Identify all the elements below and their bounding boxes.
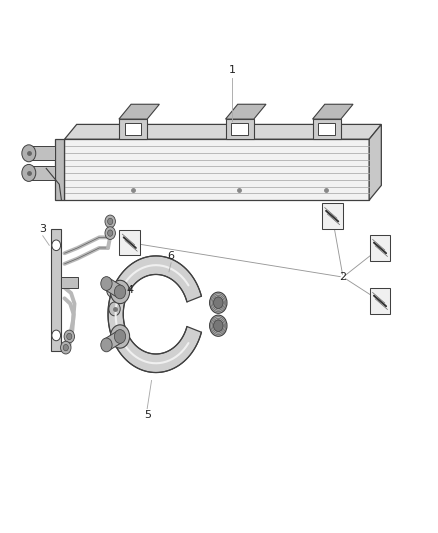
Polygon shape <box>61 277 78 288</box>
Circle shape <box>213 320 223 332</box>
Circle shape <box>101 338 112 352</box>
Circle shape <box>108 230 113 236</box>
Bar <box>231 123 248 135</box>
Circle shape <box>22 145 36 162</box>
Bar <box>318 123 335 135</box>
Polygon shape <box>55 139 64 200</box>
Text: 1: 1 <box>229 66 236 75</box>
Bar <box>370 288 391 314</box>
Text: 3: 3 <box>39 224 46 235</box>
Text: 4: 4 <box>126 285 133 295</box>
Polygon shape <box>226 119 254 139</box>
Polygon shape <box>51 229 61 351</box>
Circle shape <box>52 240 60 251</box>
Circle shape <box>114 285 126 299</box>
Circle shape <box>107 284 118 297</box>
Text: 2: 2 <box>339 272 346 282</box>
Polygon shape <box>29 146 55 160</box>
Polygon shape <box>369 124 381 200</box>
Text: 5: 5 <box>144 410 151 420</box>
Circle shape <box>101 277 112 290</box>
Polygon shape <box>313 119 341 139</box>
Bar <box>370 235 391 261</box>
Circle shape <box>60 341 71 354</box>
Bar <box>322 204 343 229</box>
Circle shape <box>109 302 120 316</box>
Polygon shape <box>119 119 147 139</box>
Circle shape <box>210 292 227 313</box>
Circle shape <box>52 330 60 341</box>
Circle shape <box>110 325 130 348</box>
Text: 6: 6 <box>168 251 175 261</box>
Polygon shape <box>29 166 55 180</box>
Polygon shape <box>108 256 201 373</box>
Bar <box>119 230 140 255</box>
Bar <box>124 123 141 135</box>
Circle shape <box>110 280 130 304</box>
Circle shape <box>67 333 72 340</box>
Circle shape <box>105 215 116 228</box>
Circle shape <box>213 297 223 309</box>
Polygon shape <box>119 104 159 119</box>
Circle shape <box>63 344 68 351</box>
Circle shape <box>210 315 227 336</box>
Polygon shape <box>64 124 381 139</box>
Polygon shape <box>313 104 353 119</box>
Circle shape <box>105 227 116 239</box>
Circle shape <box>108 218 113 224</box>
Polygon shape <box>226 104 266 119</box>
Polygon shape <box>104 331 122 351</box>
Polygon shape <box>104 278 122 297</box>
Circle shape <box>64 330 74 343</box>
Polygon shape <box>64 139 369 200</box>
Circle shape <box>22 165 36 181</box>
Circle shape <box>114 329 126 343</box>
